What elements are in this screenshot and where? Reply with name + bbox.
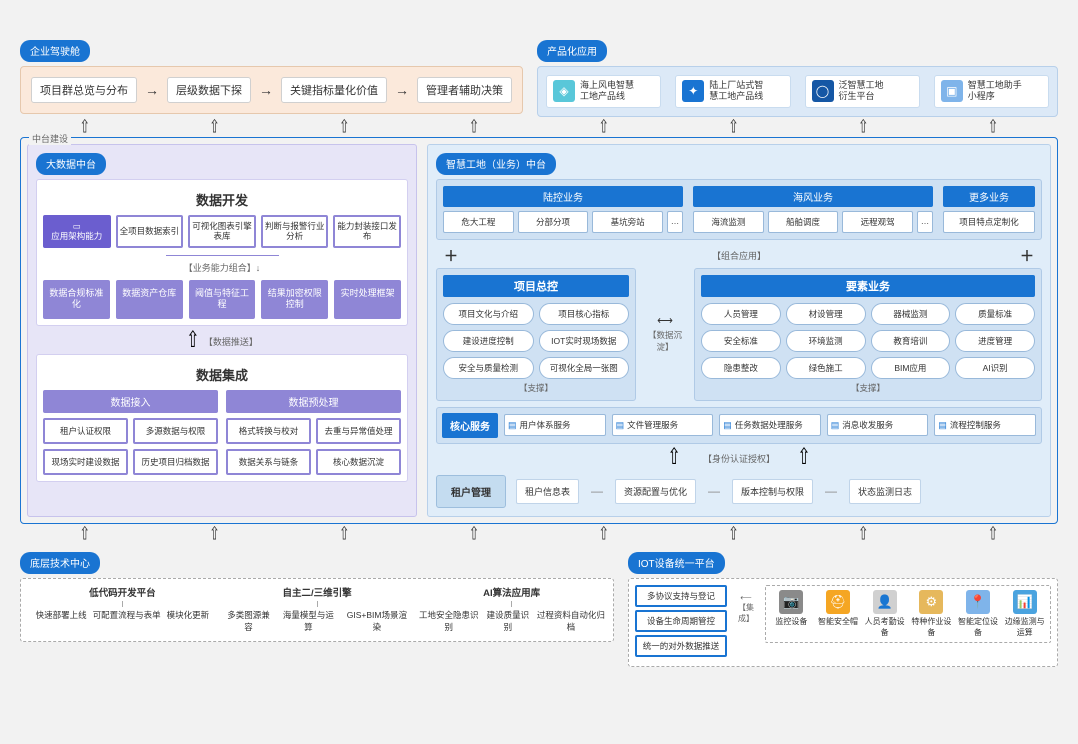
cockpit-item: 关键指标量化价值 [281,77,387,103]
bigdata-panel: 大数据中台 数据开发 ▭应用架构能力全项目数据索引可视化图表引擎表库判断与报警行… [27,144,417,517]
brace-label: ⎯⎯⎯⎯⎯⎯⎯⎯⎯⎯⎯⎯⎯⎯⎯⎯⎯⎯⎯⎯⎯⎯⎯⎯⎯⎯⎯⎯【业务能力组合】↓ [43,250,401,274]
tech-badge: 底层技术中心 [20,552,100,574]
bigdata-dev: 数据开发 ▭应用架构能力全项目数据索引可视化图表引擎表库判断与报警行业分析能力封… [36,179,408,327]
apps-badge: 产品化应用 [537,40,607,62]
cockpit-item: 层级数据下探 [167,77,251,103]
center-label: 中台建设 [29,132,71,145]
smartsite-panel: 智慧工地（业务）中台 陆控业务危大工程分部分项基坑旁站…海风业务海流监测船舶调度… [427,144,1051,517]
app-card: ◯泛智慧工地衍生平台 [805,75,920,108]
app-card: ▣智慧工地助手小程序 [934,75,1049,108]
cockpit-item: 项目群总览与分布 [31,77,137,103]
panel-proj: 项目总控 项目文化与介绍项目核心指标建设进度控制IOT实时现场数据安全与质量检测… [436,268,636,401]
top-row: 企业驾驶舱 项目群总览与分布→层级数据下探→关键指标量化价值→管理者辅助决策 产… [20,40,1058,117]
dev-title: 数据开发 [43,190,401,209]
center-wrap: 中台建设 大数据中台 数据开发 ▭应用架构能力全项目数据索引可视化图表引擎表库判… [20,137,1058,524]
core-services: 核心服务用户体系服务文件管理服务任务数据处理服务消息收发服务流程控制服务 [436,407,1042,444]
cockpit-badge: 企业驾驶舱 [20,40,90,62]
iot-section: IOT设备统一平台 多协议支持与登记设备生命周期管控统一的对外数据推送 ⟵【集成… [628,552,1058,667]
iot-badge: IOT设备统一平台 [628,552,725,574]
tenant-row: 租户管理租户信息表—资源配置与优化—版本控制与权限—状态监测日志 [436,475,1042,508]
bigdata-badge: 大数据中台 [36,153,106,175]
tech-section: 底层技术中心 低代码开发平台快速部署上线可配置流程与表单模块化更新自主二/三维引… [20,552,614,642]
ing-title: 数据集成 [43,365,401,384]
app-card: ✦陆上厂站式智慧工地产品线 [675,75,790,108]
smartsite-badge: 智慧工地（业务）中台 [436,153,556,175]
panel-elem: 要素业务 人员管理材设管理器械监测质量标准安全标准环境监测教育培训进度管理隐患整… [694,268,1042,401]
cockpit-section: 企业驾驶舱 项目群总览与分布→层级数据下探→关键指标量化价值→管理者辅助决策 [20,40,523,114]
apps-section: 产品化应用 ◈海上风电智慧工地产品线 ✦陆上厂站式智慧工地产品线 ◯泛智慧工地衍生平… [537,40,1058,117]
cockpit-item: 管理者辅助决策 [417,77,512,103]
app-card: ◈海上风电智慧工地产品线 [546,75,661,108]
diagram-canvas: 企业驾驶舱 项目群总览与分布→层级数据下探→关键指标量化价值→管理者辅助决策 产… [20,40,1058,667]
bigdata-ing: 数据集成 数据接入租户认证权限多源数据与权限现场实时建设数据历史项目归档数据数据… [36,354,408,482]
